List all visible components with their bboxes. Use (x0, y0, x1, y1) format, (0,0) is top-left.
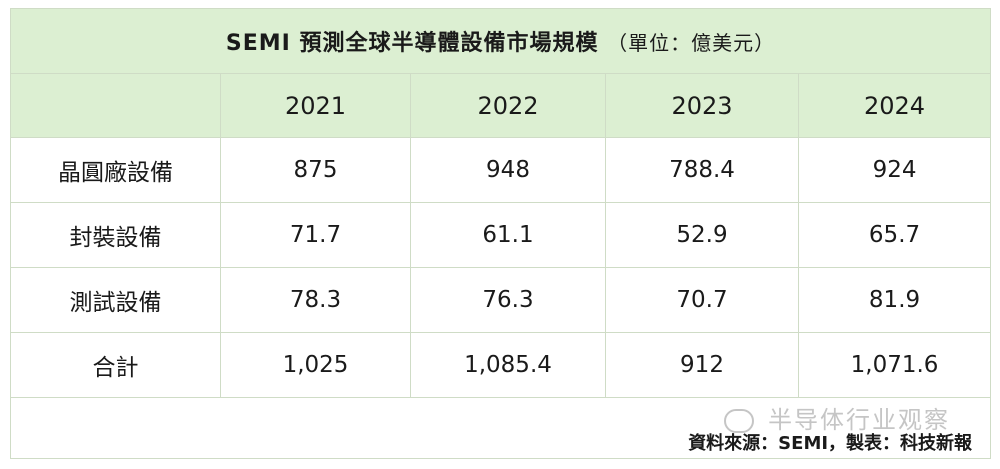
table-cell: 65.7 (797, 202, 992, 268)
table-cell: 1,025 (220, 332, 411, 398)
header-row: 2021 2022 2023 2024 (10, 73, 992, 138)
year-header: 2021 (220, 73, 411, 138)
wechat-icon (724, 409, 755, 433)
table-cell: 76.3 (410, 267, 606, 333)
table-cell: 70.7 (605, 267, 799, 333)
table-title: SEMI 預測全球半導體設備市場規模 (225, 31, 599, 56)
year-header: 2024 (797, 73, 992, 138)
source-cell: 半导体行业观察 資料來源：SEMI，製表：科技新報 (9, 397, 992, 459)
watermark-text: 半导体行业观察 (768, 406, 951, 434)
table-unit: （單位：億美元） (607, 31, 776, 55)
table-cell: 81.9 (797, 267, 992, 333)
market-table: SEMI 預測全球半導體設備市場規模 （單位：億美元） 2021 2022 20… (9, 8, 992, 459)
source-note: 資料來源：SEMI，製表：科技新報 (688, 433, 973, 454)
table-row: 晶圓廠設備 875 948 788.4 924 (10, 137, 992, 203)
table-cell: 788.4 (605, 137, 799, 203)
table-cell: 1,071.6 (797, 332, 992, 398)
table-cell: 78.3 (220, 267, 411, 333)
source-row: 半导体行业观察 資料來源：SEMI，製表：科技新報 (9, 397, 992, 459)
table-cell: 912 (605, 332, 799, 398)
row-label: 晶圓廠設備 (10, 137, 221, 203)
year-header: 2023 (605, 73, 799, 138)
row-label: 封裝設備 (10, 202, 221, 268)
table-cell: 1,085.4 (410, 332, 606, 398)
watermark: 半导体行业观察 (724, 400, 950, 435)
market-table-container: SEMI 預測全球半導體設備市場規模 （單位：億美元） 2021 2022 20… (9, 8, 992, 460)
table-cell: 924 (797, 137, 992, 203)
table-cell: 71.7 (220, 202, 411, 268)
table-cell: 52.9 (605, 202, 799, 268)
table-row-total: 合計 1,025 1,085.4 912 1,071.6 (10, 332, 992, 398)
table-title-cell: SEMI 預測全球半導體設備市場規模 （單位：億美元） (9, 8, 992, 74)
table-cell: 948 (410, 137, 606, 203)
table-row: 封裝設備 71.7 61.1 52.9 65.7 (10, 202, 992, 268)
title-row: SEMI 預測全球半導體設備市場規模 （單位：億美元） (9, 8, 992, 74)
year-header: 2022 (410, 73, 606, 138)
table-cell: 61.1 (410, 202, 606, 268)
corner-cell (10, 73, 221, 138)
table-row: 測試設備 78.3 76.3 70.7 81.9 (10, 267, 992, 333)
row-label: 合計 (10, 332, 221, 398)
row-label: 測試設備 (10, 267, 221, 333)
table-cell: 875 (220, 137, 411, 203)
